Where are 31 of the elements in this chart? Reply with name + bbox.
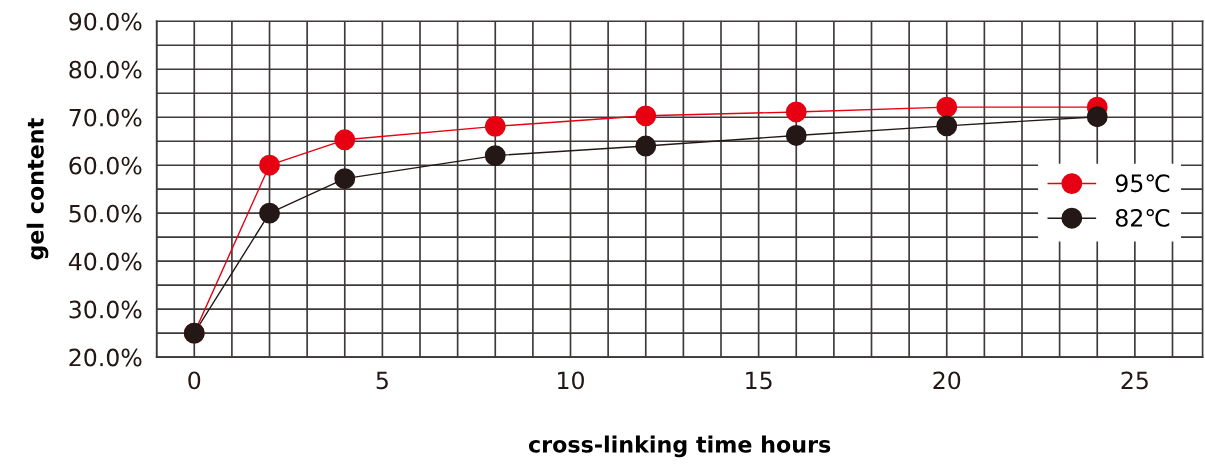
legend-label: 82℃ (1115, 208, 1170, 227)
point (936, 115, 958, 137)
y-tick-label: 80.0% (69, 60, 142, 79)
point (484, 115, 506, 137)
point (259, 202, 280, 224)
y-tick-label: 40.0% (68, 252, 142, 271)
point (334, 168, 356, 190)
x-tick-label: 10 (558, 371, 584, 390)
x-tick-label: 25 (1121, 371, 1148, 390)
y-tick-label: 90.0% (69, 12, 142, 31)
y-tick-label: 60.0% (69, 156, 142, 175)
point (1086, 106, 1108, 128)
x-tick-label: 20 (933, 371, 961, 390)
point (936, 96, 958, 118)
point (635, 105, 657, 127)
point (785, 101, 807, 123)
y-tick-label: 70.0% (69, 108, 142, 127)
x-tick-label: 0 (188, 371, 201, 390)
x-tick-label: 5 (376, 371, 388, 390)
y-axis-title: gel content (26, 118, 49, 260)
x-axis-title: cross-linking time hours (528, 435, 831, 458)
point (484, 145, 506, 167)
y-tick-label: 50.0% (69, 204, 142, 223)
x-tick-label: 15 (746, 371, 772, 390)
point (259, 154, 280, 176)
legend-label: 95℃ (1115, 174, 1170, 193)
point (785, 125, 807, 146)
point (635, 135, 657, 157)
point (334, 129, 356, 151)
y-tick-label: 20.0% (69, 348, 142, 367)
y-tick-label: 30.0% (69, 300, 142, 319)
